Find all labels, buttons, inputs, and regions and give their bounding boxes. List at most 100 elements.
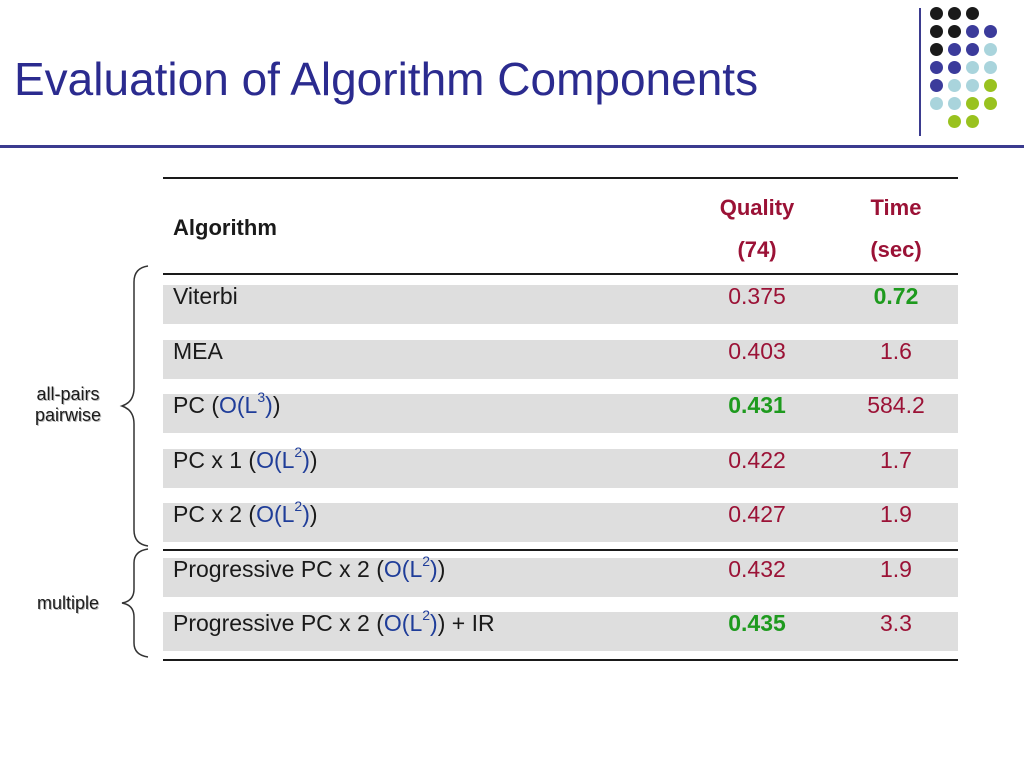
algorithm-label: PC ( — [173, 392, 219, 418]
header-quality-line2: (74) — [737, 237, 777, 262]
title-underline — [0, 145, 1024, 148]
decorative-dot — [930, 43, 943, 56]
complexity-close: ) — [302, 447, 310, 473]
decorative-dot — [966, 97, 979, 110]
quality-value: 0.403 — [728, 338, 786, 364]
algorithm-suffix: ) + IR — [437, 610, 495, 636]
decorative-dot — [966, 25, 979, 38]
header-time-line2: (sec) — [870, 237, 922, 262]
group-label-all-pairs: all-pairs pairwise — [18, 384, 118, 426]
time-value: 1.6 — [880, 338, 912, 364]
complexity-exponent: 2 — [294, 498, 303, 515]
algorithm-label: MEA — [173, 338, 223, 364]
decorative-dot — [948, 25, 961, 38]
header-time-line1: Time — [870, 195, 922, 220]
complexity-exponent: 2 — [422, 553, 431, 570]
time-value: 0.72 — [873, 283, 919, 309]
algorithm-suffix: ) — [309, 447, 318, 473]
complexity-close: ) — [302, 501, 310, 527]
complexity-close: ) — [430, 556, 438, 582]
quality-value: 0.422 — [728, 447, 786, 473]
quality-value: 0.431 — [728, 392, 786, 418]
decorative-dot — [966, 43, 979, 56]
brace-all-pairs — [119, 265, 149, 547]
decorative-dot — [984, 79, 997, 92]
decorative-dot — [948, 43, 961, 56]
table-row — [163, 394, 958, 433]
complexity-label: O(L2) — [256, 498, 310, 527]
time-value: 1.9 — [880, 501, 912, 527]
complexity-close: ) — [430, 610, 438, 636]
table-row — [163, 449, 958, 488]
time-value: 584.2 — [867, 392, 925, 418]
table-header-rule — [163, 273, 958, 275]
complexity-base: O(L — [219, 392, 258, 418]
decorative-dot — [930, 97, 943, 110]
header-time: Time (sec) — [831, 187, 961, 271]
algorithm-suffix: ) — [437, 556, 446, 582]
complexity-label: O(L2) — [383, 553, 438, 582]
header-algorithm: Algorithm — [173, 215, 277, 240]
quality-value: 0.427 — [728, 501, 786, 527]
table-top-rule — [163, 177, 958, 179]
table-row — [163, 558, 958, 597]
table-group-separator — [163, 549, 958, 551]
algorithm-name: PC x 2 (O(L2)) — [173, 497, 318, 531]
table-bottom-rule — [163, 659, 958, 661]
header-quality: Quality (74) — [687, 187, 827, 271]
complexity-base: O(L — [383, 556, 423, 582]
slide-title: Evaluation of Algorithm Components — [14, 53, 759, 105]
decorative-dot — [984, 97, 997, 110]
decorative-dot — [966, 7, 979, 20]
algorithm-label: PC x 2 ( — [173, 501, 257, 527]
decorative-dot — [930, 25, 943, 38]
table-row — [163, 612, 958, 651]
group-label-all-pairs-line1: all-pairs — [36, 384, 100, 404]
algorithm-name: Progressive PC x 2 (O(L2)) + IR — [173, 606, 495, 640]
algorithm-name: MEA — [173, 334, 223, 368]
group-label-all-pairs-line2: pairwise — [34, 405, 102, 425]
complexity-base: O(L — [256, 447, 295, 473]
complexity-exponent: 2 — [422, 607, 431, 624]
algorithm-label: Progressive PC x 2 ( — [173, 556, 384, 582]
decorative-dot — [948, 61, 961, 74]
table-row — [163, 503, 958, 542]
complexity-close: ) — [265, 392, 273, 418]
complexity-label: O(L2) — [383, 607, 438, 636]
algorithm-name: Viterbi — [173, 279, 238, 313]
time-value: 1.7 — [880, 447, 912, 473]
decorative-dot — [948, 97, 961, 110]
decorative-dot — [984, 43, 997, 56]
decorative-dot — [948, 115, 961, 128]
complexity-label: O(L2) — [256, 444, 310, 473]
quality-value: 0.432 — [728, 556, 786, 582]
quality-value: 0.375 — [728, 283, 786, 309]
decorative-dot — [930, 79, 943, 92]
algorithm-name: Progressive PC x 2 (O(L2)) — [173, 552, 445, 586]
decorative-dot — [984, 61, 997, 74]
group-label-multiple: multiple — [36, 593, 100, 613]
decorative-dot — [966, 79, 979, 92]
complexity-exponent: 2 — [294, 444, 303, 461]
algorithm-name: PC x 1 (O(L2)) — [173, 443, 318, 477]
table-row — [163, 285, 958, 324]
table-row — [163, 340, 958, 379]
algorithm-name: PC (O(L3)) — [173, 388, 280, 422]
complexity-exponent: 3 — [257, 389, 266, 406]
decorative-vertical-rule — [919, 8, 921, 136]
time-value: 1.9 — [880, 556, 912, 582]
complexity-base: O(L — [383, 610, 423, 636]
decorative-dot — [984, 25, 997, 38]
complexity-base: O(L — [256, 501, 295, 527]
decorative-dot — [930, 61, 943, 74]
decorative-dot — [966, 115, 979, 128]
header-quality-line1: Quality — [719, 195, 795, 220]
brace-multiple — [121, 548, 149, 658]
algorithm-suffix: ) — [309, 501, 318, 527]
algorithm-label: Progressive PC x 2 ( — [173, 610, 384, 636]
decorative-dot — [948, 79, 961, 92]
quality-value: 0.435 — [728, 610, 786, 636]
decorative-dot-grid — [930, 7, 1010, 137]
algorithm-suffix: ) — [272, 392, 281, 418]
algorithm-label: Viterbi — [173, 283, 238, 309]
